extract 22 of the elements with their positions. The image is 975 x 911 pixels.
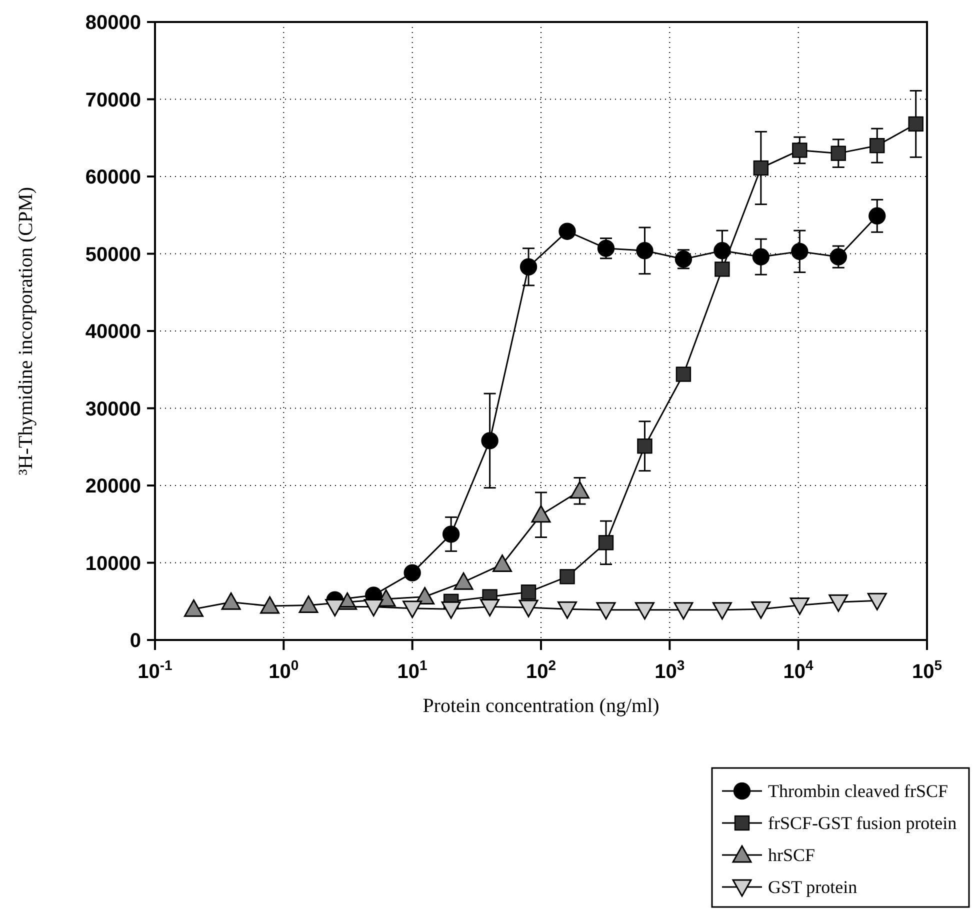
y-tick-label: 20000 <box>85 476 141 498</box>
legend-label: GST protein <box>768 877 858 897</box>
legend-label: frSCF-GST fusion protein <box>768 813 957 833</box>
y-tick-label: 70000 <box>85 89 141 112</box>
legend-label: Thrombin cleaved frSCF <box>768 781 948 801</box>
y-tick-label: 10000 <box>85 552 141 575</box>
y-tick-label: 80000 <box>85 12 141 34</box>
y-axis-title: ³H-Thymidine incorporation (CPM) <box>15 186 37 476</box>
y-tick-label: 40000 <box>85 321 141 343</box>
x-tick-label: 10$^{-1}$ <box>138 657 173 683</box>
legend-label: hrSCF <box>768 845 816 865</box>
x-axis-title: Protein concentration (ng/ml) <box>422 695 660 717</box>
y-tick-label: 50000 <box>85 244 141 266</box>
x-tick-label: 10$^{1}$ <box>397 657 428 683</box>
y-tick-label: 0 <box>130 630 141 652</box>
x-tick-label: 10$^{3}$ <box>654 657 685 683</box>
y-tick-label: 30000 <box>85 398 141 420</box>
x-tick-label: 10$^{4}$ <box>783 657 814 683</box>
x-tick-label: 10$^{0}$ <box>268 657 299 683</box>
y-tick-label: 60000 <box>85 166 141 188</box>
x-tick-label: 10$^{5}$ <box>912 657 942 683</box>
x-tick-label: 10$^{2}$ <box>526 657 556 683</box>
